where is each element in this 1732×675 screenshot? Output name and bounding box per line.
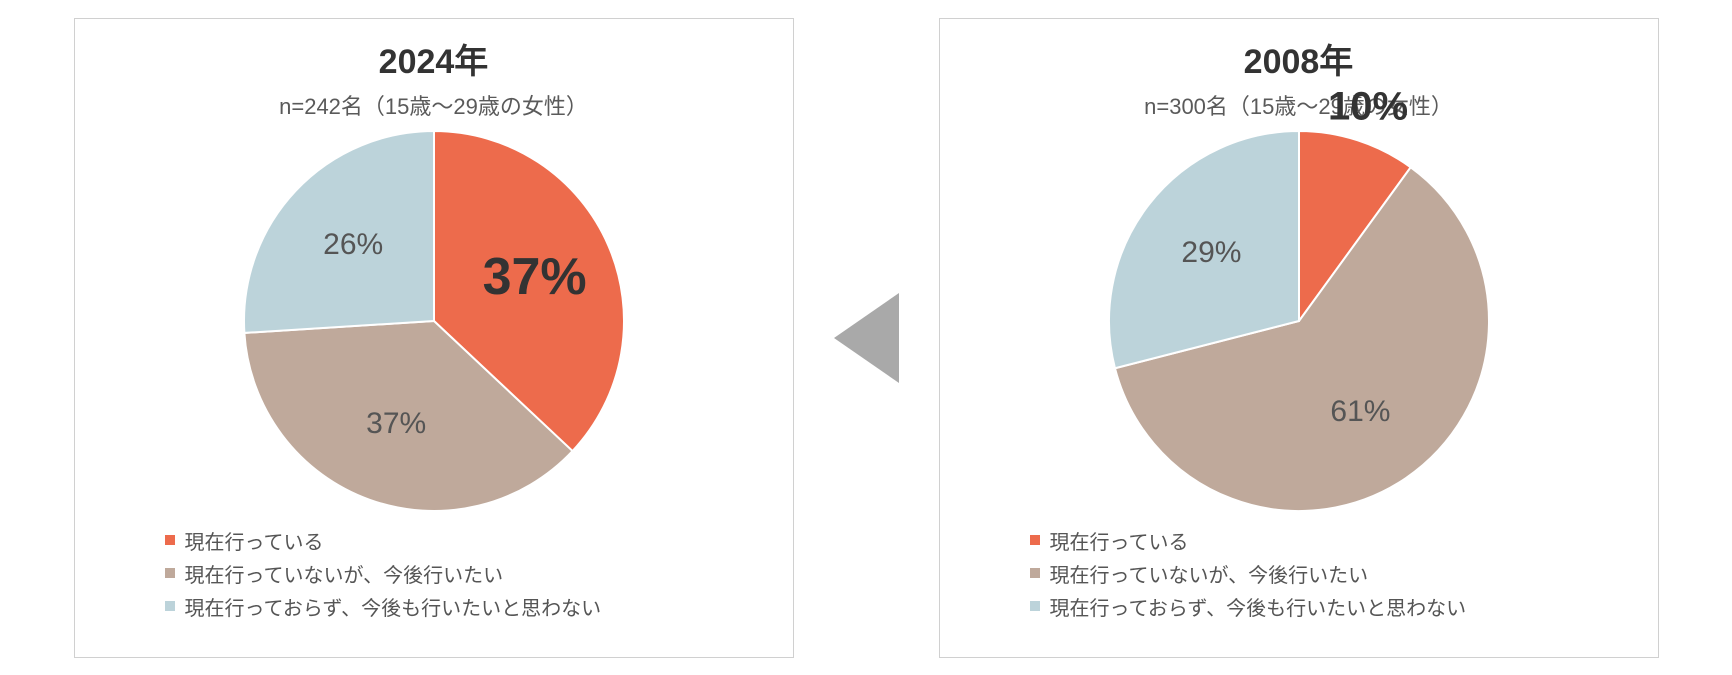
legend-item: 現在行っていないが、今後行いたい	[1030, 559, 1467, 588]
legend-text: 現在行っておらず、今後も行いたいと思わない	[185, 592, 602, 621]
legend-item: 現在行っている	[165, 526, 602, 555]
legend-swatch	[165, 568, 175, 578]
slice-label: 37%	[483, 247, 587, 307]
slice-label: 61%	[1330, 395, 1390, 429]
legend-text: 現在行っておらず、今後も行いたいと思わない	[1050, 592, 1467, 621]
panel-title: 2024年	[379, 34, 489, 83]
legend-2008: 現在行っている現在行っていないが、今後行いたい現在行っておらず、今後も行いたいと…	[1030, 526, 1467, 625]
legend-swatch	[165, 601, 175, 611]
pie-chart-2008: 10%61%29%	[1109, 131, 1489, 511]
legend-text: 現在行っている	[1050, 526, 1189, 555]
legend-text: 現在行っていないが、今後行いたい	[1050, 559, 1369, 588]
pie-chart-2024: 37% 37% 26%	[244, 131, 624, 511]
legend-item: 現在行っていないが、今後行いたい	[165, 559, 602, 588]
slice-label: 10%	[1328, 84, 1408, 129]
slice-label: 29%	[1181, 236, 1241, 270]
slice-label: 37%	[366, 407, 426, 441]
legend-text: 現在行っている	[185, 526, 324, 555]
legend-2024: 現在行っている現在行っていないが、今後行いたい現在行っておらず、今後も行いたいと…	[165, 526, 602, 625]
legend-swatch	[1030, 601, 1040, 611]
legend-item: 現在行っておらず、今後も行いたいと思わない	[165, 592, 602, 621]
legend-item: 現在行っている	[1030, 526, 1467, 555]
legend-item: 現在行っておらず、今後も行いたいと思わない	[1030, 592, 1467, 621]
panel-subtitle: n=242名（15歳～29歳の女性）	[279, 89, 588, 121]
legend-text: 現在行っていないが、今後行いたい	[185, 559, 504, 588]
arrow-icon	[834, 293, 899, 383]
legend-swatch	[1030, 568, 1040, 578]
panel-2008: 2008年 n=300名（15歳～29歳の女性） 10%61%29% 現在行って…	[939, 18, 1659, 658]
slice-label: 26%	[323, 228, 383, 262]
legend-swatch	[165, 535, 175, 545]
panel-title: 2008年	[1244, 34, 1354, 83]
legend-swatch	[1030, 535, 1040, 545]
panel-2024: 2024年 n=242名（15歳～29歳の女性） 37% 37% 26% 現在行って…	[74, 18, 794, 658]
